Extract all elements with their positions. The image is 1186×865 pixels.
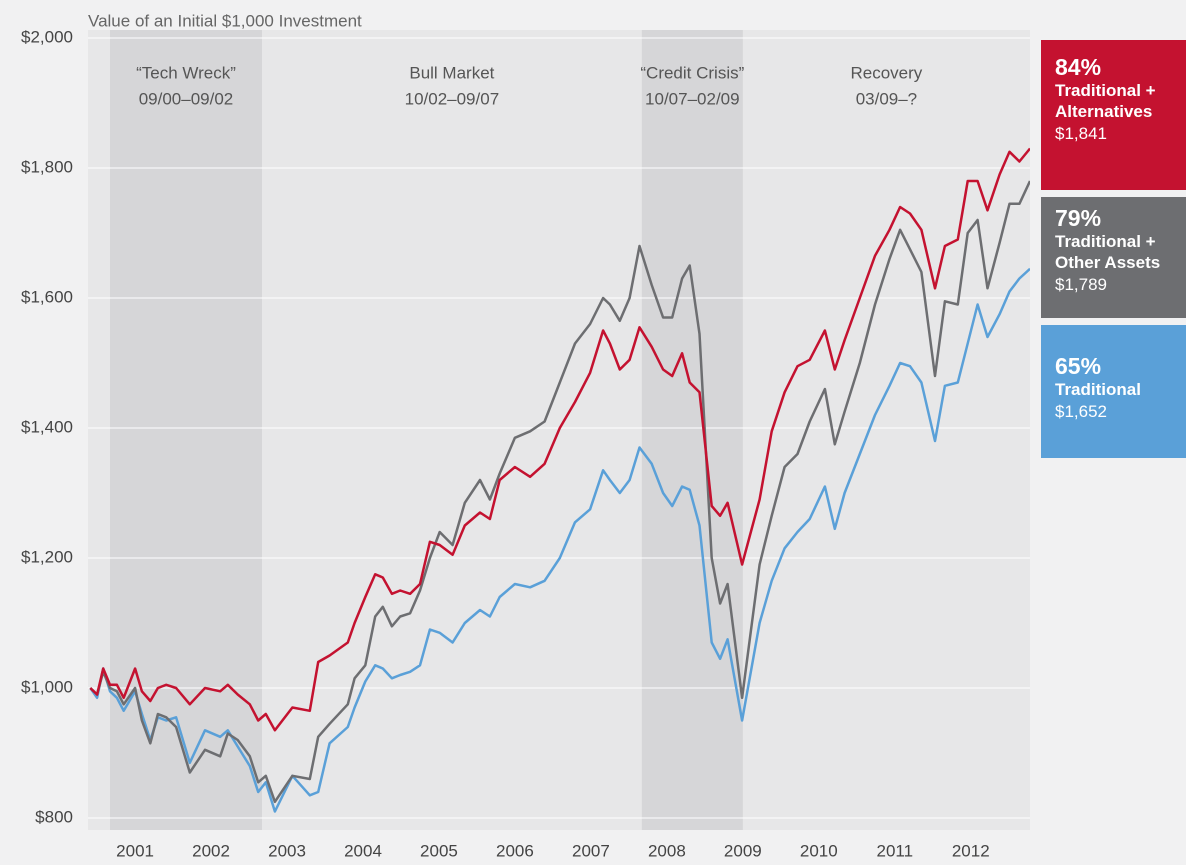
legend-item: 79% Traditional + Other Assets $1,789 — [1041, 197, 1186, 318]
y-tick-label: $2,000 — [21, 27, 73, 46]
y-tick-label: $1,600 — [21, 287, 73, 306]
x-tick-label: 2012 — [952, 841, 990, 860]
x-tick-label: 2004 — [344, 841, 382, 860]
period-label: “Credit Crisis” — [640, 63, 744, 82]
y-tick-label: $1,000 — [21, 677, 73, 696]
period-dates: 03/09–? — [856, 89, 917, 108]
legend-percent: 84% — [1055, 54, 1102, 80]
period-label: Recovery — [851, 63, 923, 82]
y-tick-label: $1,800 — [21, 157, 73, 176]
y-tick-label: $1,400 — [21, 417, 73, 436]
period-dates: 10/02–09/07 — [405, 89, 500, 108]
legend-value: $1,789 — [1055, 275, 1107, 294]
period-label: Bull Market — [409, 63, 494, 82]
legend-percent: 65% — [1055, 353, 1102, 379]
legend-percent: 79% — [1055, 205, 1102, 231]
y-tick-label: $1,200 — [21, 547, 73, 566]
x-tick-label: 2010 — [800, 841, 838, 860]
period-shade — [641, 30, 743, 830]
legend: 84% Traditional + Alternatives $1,841 79% Tr… — [1041, 40, 1186, 465]
series-line — [89, 147, 1030, 732]
series-line — [89, 267, 1030, 813]
x-tick-label: 2002 — [192, 841, 230, 860]
chart-title: Value of an Initial $1,000 Investment — [88, 11, 362, 30]
legend-name: Traditional + Alternatives — [1055, 81, 1156, 121]
x-tick-label: 2007 — [572, 841, 610, 860]
x-tick-label: 2008 — [648, 841, 686, 860]
x-tick-label: 2001 — [116, 841, 154, 860]
period-dates: 10/07–02/09 — [645, 89, 740, 108]
x-tick-label: 2005 — [420, 841, 458, 860]
legend-item: 84% Traditional + Alternatives $1,841 — [1041, 40, 1186, 190]
y-tick-label: $800 — [35, 807, 73, 826]
period-shade — [110, 30, 262, 830]
x-tick-label: 2009 — [724, 841, 762, 860]
period-label: “Tech Wreck” — [136, 63, 236, 82]
x-tick-label: 2006 — [496, 841, 534, 860]
x-tick-label: 2003 — [268, 841, 306, 860]
legend-item: 65% Traditional $1,652 — [1041, 325, 1186, 458]
legend-value: $1,652 — [1055, 402, 1107, 421]
x-tick-label: 2011 — [876, 841, 913, 860]
legend-name: Traditional — [1055, 380, 1141, 399]
period-dates: 09/00–09/02 — [139, 89, 234, 108]
chart: Value of an Initial $1,000 Investment “T… — [21, 11, 1030, 860]
legend-value: $1,841 — [1055, 124, 1107, 143]
legend-name: Traditional + Other Assets — [1055, 232, 1161, 272]
series-line — [89, 180, 1030, 804]
